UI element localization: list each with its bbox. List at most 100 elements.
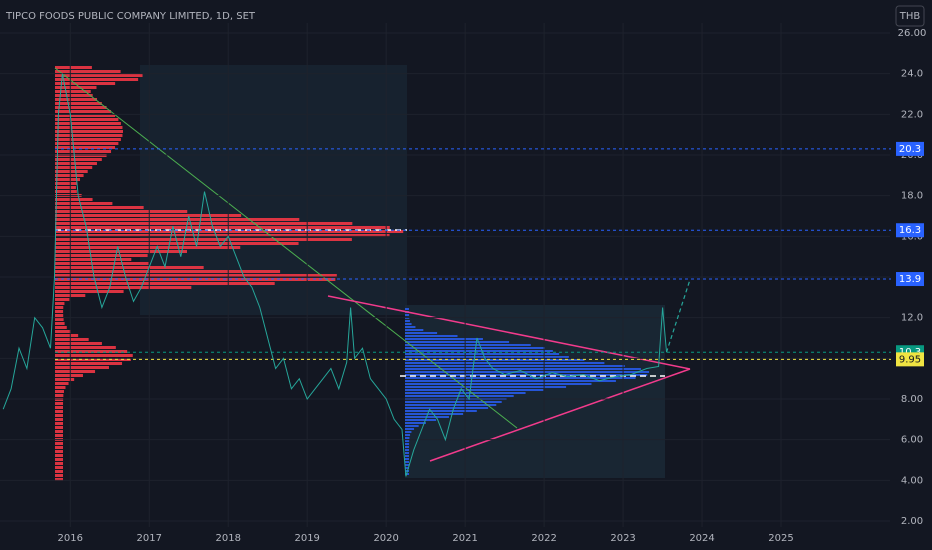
profile-bar bbox=[55, 362, 123, 365]
x-tick-label: 2021 bbox=[452, 533, 477, 544]
profile-bar bbox=[55, 78, 139, 81]
profile-bar bbox=[55, 98, 98, 101]
profile-bar bbox=[405, 452, 410, 454]
profile-bar bbox=[55, 394, 64, 397]
profile-bar bbox=[55, 70, 121, 73]
profile-bar bbox=[405, 449, 410, 451]
profile-bar bbox=[405, 434, 411, 436]
currency-box bbox=[895, 5, 925, 27]
y-tick-label: 26.00 bbox=[898, 28, 927, 39]
profile-bar bbox=[55, 174, 84, 177]
x-tick-label: 2023 bbox=[610, 533, 635, 544]
price-label-bg bbox=[896, 352, 924, 367]
y-tick-label: 18.0 bbox=[901, 191, 923, 202]
profile-bar bbox=[55, 418, 64, 421]
profile-bar bbox=[405, 320, 410, 322]
profile-bar bbox=[55, 410, 64, 413]
profile-bar bbox=[405, 446, 410, 448]
profile-bar bbox=[55, 130, 123, 133]
price-label-bg bbox=[896, 272, 924, 287]
chart-title: TIPCO FOODS PUBLIC COMPANY LIMITED, 1D, … bbox=[5, 11, 256, 22]
x-tick-label: 2025 bbox=[768, 533, 793, 544]
axis-labels: 2.004.006.008.0010.012.014.016.018.020.0… bbox=[58, 28, 927, 544]
profile-bar bbox=[55, 322, 65, 325]
profile-bar bbox=[405, 323, 412, 325]
profile-bar bbox=[405, 383, 592, 385]
profile-bar bbox=[55, 274, 337, 277]
profile-bar bbox=[55, 218, 300, 221]
profile-bar bbox=[55, 230, 404, 233]
profile-bar bbox=[55, 430, 63, 433]
profile-bar bbox=[405, 338, 483, 340]
y-tick-label: 12.0 bbox=[901, 313, 923, 324]
profile-bar bbox=[55, 162, 97, 165]
profile-bar bbox=[405, 419, 437, 421]
profile-bar bbox=[55, 402, 64, 405]
profile-bar bbox=[55, 466, 63, 469]
profile-bar bbox=[405, 458, 410, 460]
profile-bar bbox=[405, 356, 569, 358]
profile-bar bbox=[55, 86, 97, 89]
profile-bar bbox=[55, 258, 132, 261]
x-tick-label: 2018 bbox=[215, 533, 240, 544]
profile-bar bbox=[55, 426, 63, 429]
profile-bar bbox=[55, 462, 63, 465]
profile-bar bbox=[55, 246, 241, 249]
profile-bar bbox=[405, 371, 650, 373]
profile-bar bbox=[55, 342, 102, 345]
profile-bar bbox=[405, 401, 502, 403]
x-tick-label: 2019 bbox=[294, 533, 319, 544]
x-tick-label: 2022 bbox=[531, 533, 556, 544]
profile-bar bbox=[55, 318, 64, 321]
profile-bar bbox=[55, 406, 64, 409]
x-tick-label: 2017 bbox=[137, 533, 162, 544]
profile-bar bbox=[55, 386, 66, 389]
profile-bar bbox=[55, 142, 119, 145]
profile-bar bbox=[405, 308, 410, 310]
profile-bar bbox=[405, 437, 410, 439]
profile-bar bbox=[55, 414, 64, 417]
profile-bar bbox=[55, 310, 64, 313]
profile-bar bbox=[405, 347, 545, 349]
profile-bar bbox=[55, 474, 63, 477]
profile-bar bbox=[55, 326, 67, 329]
profile-bar bbox=[55, 186, 76, 189]
profile-bar bbox=[55, 222, 353, 225]
profile-bar bbox=[55, 314, 64, 317]
profile-bar bbox=[55, 146, 116, 149]
trend-line bbox=[54, 67, 518, 429]
profile-bar bbox=[405, 389, 544, 391]
profile-bar bbox=[55, 134, 123, 137]
profile-bar bbox=[55, 350, 128, 353]
profile-bar bbox=[405, 344, 531, 346]
profile-bar bbox=[55, 226, 390, 229]
profile-bar bbox=[55, 270, 281, 273]
profile-bar bbox=[55, 378, 75, 381]
profile-bar bbox=[405, 455, 410, 457]
profile-bar bbox=[405, 353, 560, 355]
profile-bar bbox=[55, 470, 63, 473]
currency: THB bbox=[899, 11, 921, 22]
profile-bar bbox=[405, 464, 409, 466]
profile-bar bbox=[405, 395, 514, 397]
profile-bar bbox=[55, 118, 119, 121]
profile-bar bbox=[405, 440, 410, 442]
profile-bar bbox=[55, 306, 64, 309]
profile-bar bbox=[405, 335, 458, 337]
profile-bar bbox=[405, 404, 497, 406]
profile-bar bbox=[55, 190, 77, 193]
price-label-bg bbox=[896, 141, 924, 156]
profile-bar bbox=[405, 362, 605, 364]
profile-bar bbox=[55, 234, 390, 237]
profile-bar bbox=[55, 478, 63, 481]
profile-bar bbox=[55, 302, 65, 305]
profile-zone bbox=[140, 65, 407, 315]
profile-bar bbox=[55, 158, 102, 161]
profile-bar bbox=[55, 338, 89, 341]
profile-bar bbox=[55, 382, 69, 385]
profile-bar bbox=[55, 450, 63, 453]
profile-bar bbox=[55, 182, 78, 185]
profile-bar bbox=[55, 82, 116, 85]
profile-bar bbox=[405, 314, 410, 316]
profile-bar bbox=[55, 434, 63, 437]
